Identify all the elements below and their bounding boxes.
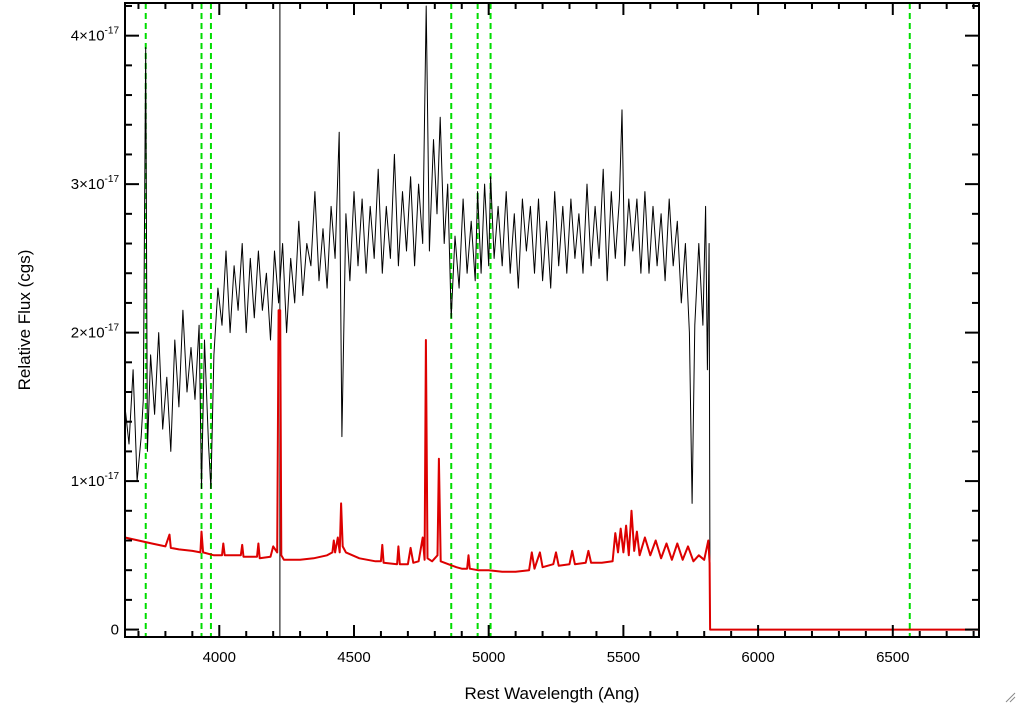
x-tick-label: 6000: [741, 649, 774, 666]
y-axis-title: Relative Flux (cgs): [15, 250, 34, 391]
y-tick-label: 1×10-17: [71, 471, 120, 490]
resize-grip-icon[interactable]: [1004, 691, 1016, 703]
x-tick-label: 5500: [607, 649, 640, 666]
x-axis-title: Rest Wavelength (Ang): [464, 684, 639, 703]
x-tick-label: 4500: [337, 649, 370, 666]
x-axis-ticks: 4000 4500 5000 5500 6000 6500: [137, 3, 975, 666]
plot-frame: [124, 2, 980, 638]
model-series-line: [124, 309, 979, 631]
spectrum-series-line: [124, 5, 711, 630]
x-tick-label: 5000: [472, 649, 505, 666]
y-axis-ticks: 0 1×10-17 2×10-17 3×10-17 4×10-17: [71, 4, 979, 639]
emission-line-markers: [144, 3, 911, 637]
y-tick-label: 0: [111, 622, 119, 639]
x-tick-label: 6500: [876, 649, 909, 666]
series-group: [124, 5, 979, 631]
y-tick-label: 2×10-17: [71, 323, 120, 342]
y-tick-label: 3×10-17: [71, 174, 120, 193]
y-tick-label: 4×10-17: [71, 26, 120, 45]
x-tick-label: 4000: [203, 649, 236, 666]
